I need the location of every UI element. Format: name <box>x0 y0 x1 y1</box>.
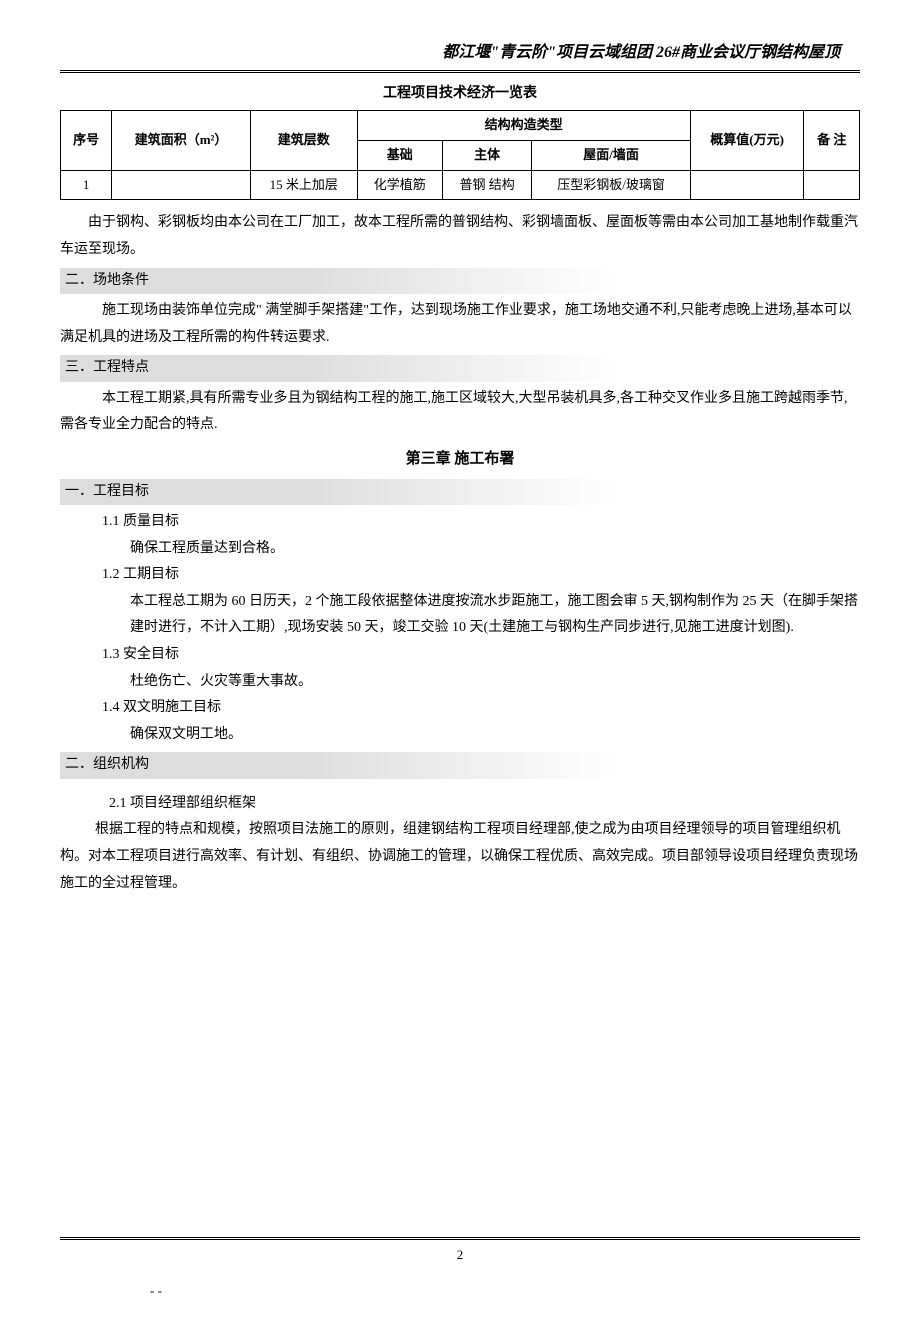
item-civilization: 1.4 双文明施工目标 <box>102 695 860 722</box>
item-quality: 1.1 质量目标 <box>102 509 860 536</box>
page-number: 2 <box>60 1245 860 1266</box>
item-org-frame: 2.1 项目经理部组织框架 <box>109 791 860 818</box>
section-org: 二．组织机构 <box>60 752 860 778</box>
footer-mark: - - <box>150 1281 860 1302</box>
col-seq: 序号 <box>61 110 112 170</box>
paragraph-site: 施工现场由装饰单位完成" 满堂脚手架搭建"工作，达到现场施工作业要求，施工场地交… <box>60 298 860 351</box>
cell-estimate <box>690 170 804 200</box>
col-main: 主体 <box>442 140 532 170</box>
content-civilization: 确保双文明工地。 <box>130 722 860 749</box>
item-duration: 1.2 工期目标 <box>102 562 860 589</box>
table-row: 1 15 米上加层 化学植筋 普钢 结构 压型彩钢板/玻璃窗 <box>61 170 860 200</box>
cell-area <box>112 170 251 200</box>
item-safety: 1.3 安全目标 <box>102 642 860 669</box>
paragraph-features: 本工程工期紧,具有所需专业多且为钢结构工程的施工,施工区域较大,大型吊装机具多,… <box>60 386 860 439</box>
table-header-row: 序号 建筑面积（m²） 建筑层数 结构构造类型 概算值(万元) 备 注 <box>61 110 860 140</box>
cell-roof-wall: 压型彩钢板/玻璃窗 <box>532 170 690 200</box>
col-estimate: 概算值(万元) <box>690 110 804 170</box>
section-site-conditions: 二．场地条件 <box>60 268 860 294</box>
content-duration: 本工程总工期为 60 日历天，2 个施工段依据整体进度按流水步距施工，施工图会审… <box>130 589 860 642</box>
doc-header-title: 都江堰"青云阶"项目云域组团 26#商业会议厅钢结构屋顶 <box>60 40 860 66</box>
col-foundation: 基础 <box>357 140 442 170</box>
col-floors: 建筑层数 <box>250 110 357 170</box>
cell-remark <box>804 170 860 200</box>
footer-divider <box>60 1237 860 1245</box>
content-safety: 杜绝伤亡、火灾等重大事故。 <box>130 669 860 696</box>
header-divider <box>60 70 860 73</box>
table-title: 工程项目技术经济一览表 <box>60 83 860 105</box>
col-area: 建筑面积（m²） <box>112 110 251 170</box>
section-features: 三．工程特点 <box>60 355 860 381</box>
content-org-frame: 根据工程的特点和规模，按照项目法施工的原则，组建钢结构工程项目经理部,使之成为由… <box>60 817 860 897</box>
section-goals: 一．工程目标 <box>60 479 860 505</box>
cell-seq: 1 <box>61 170 112 200</box>
col-structure: 结构构造类型 <box>357 110 690 140</box>
cell-main: 普钢 结构 <box>442 170 532 200</box>
col-roof-wall: 屋面/墙面 <box>532 140 690 170</box>
economic-table: 序号 建筑面积（m²） 建筑层数 结构构造类型 概算值(万元) 备 注 基础 主… <box>60 110 860 200</box>
content-quality: 确保工程质量达到合格。 <box>130 536 860 563</box>
cell-floors: 15 米上加层 <box>250 170 357 200</box>
col-remark: 备 注 <box>804 110 860 170</box>
cell-foundation: 化学植筋 <box>357 170 442 200</box>
chapter3-title: 第三章 施工布署 <box>60 447 860 471</box>
paragraph-intro: 由于钢构、彩钢板均由本公司在工厂加工，故本工程所需的普钢结构、彩钢墙面板、屋面板… <box>60 210 860 263</box>
